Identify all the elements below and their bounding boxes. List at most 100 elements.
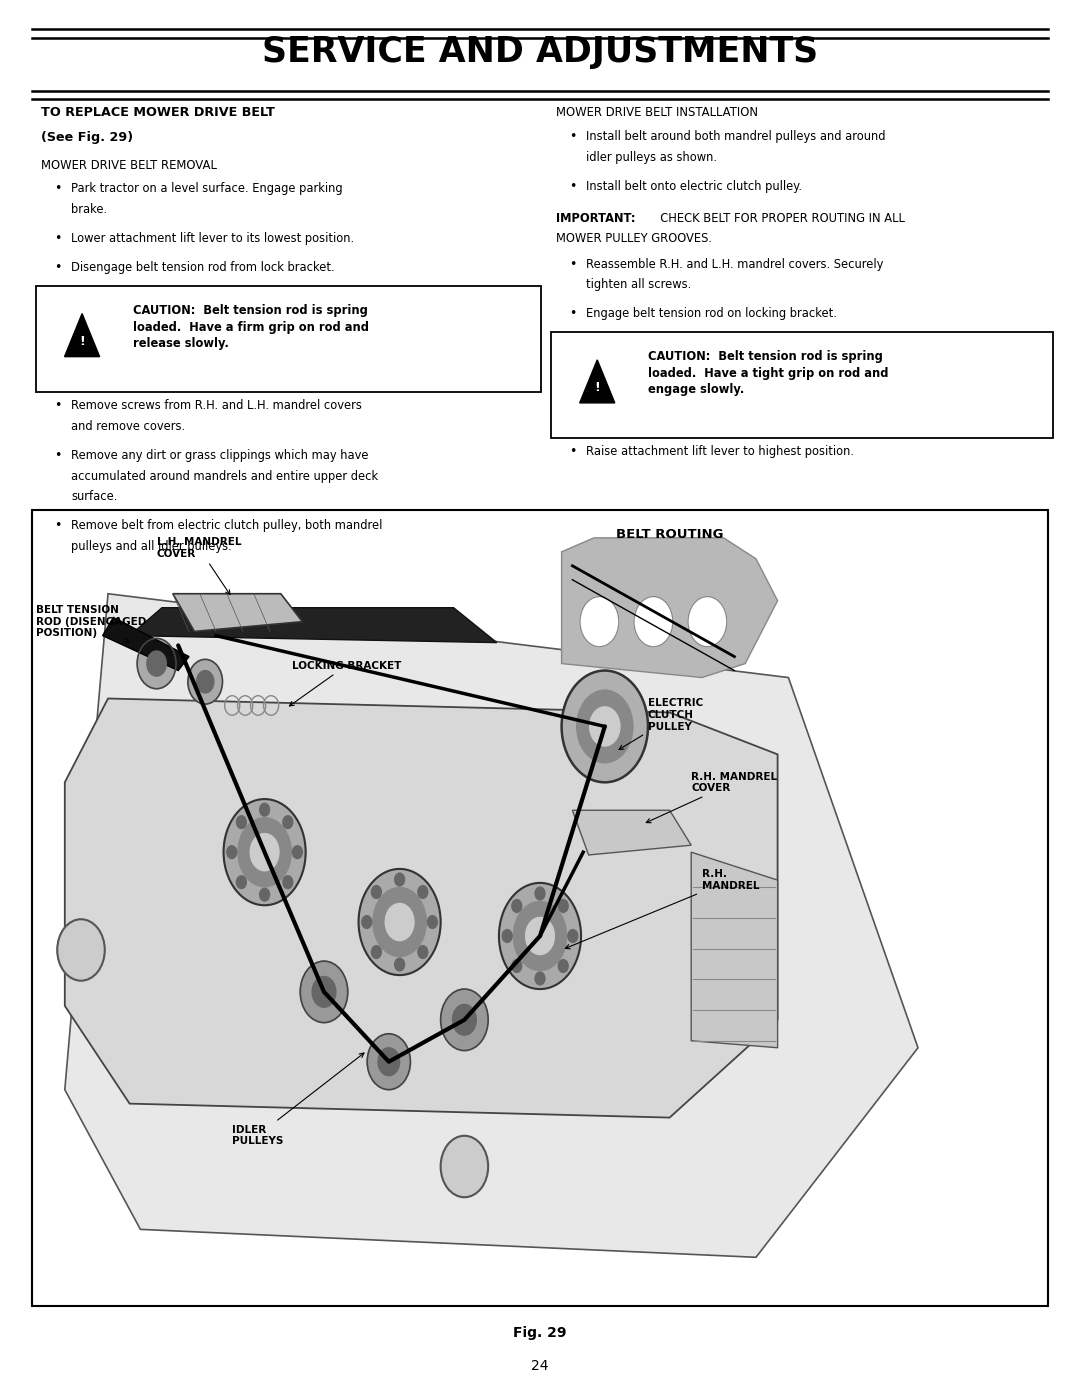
- Text: !: !: [79, 334, 85, 348]
- Circle shape: [512, 900, 522, 912]
- Circle shape: [227, 845, 237, 859]
- Circle shape: [386, 904, 414, 940]
- Circle shape: [373, 887, 427, 957]
- Text: Engage belt tension rod on locking bracket.: Engage belt tension rod on locking brack…: [586, 307, 837, 320]
- Text: •: •: [54, 261, 62, 274]
- Text: BELT ROUTING: BELT ROUTING: [616, 528, 724, 541]
- Text: and remove covers.: and remove covers.: [71, 420, 186, 433]
- Polygon shape: [173, 594, 302, 631]
- Circle shape: [634, 597, 673, 647]
- Circle shape: [580, 597, 619, 647]
- Text: MOWER DRIVE BELT REMOVAL: MOWER DRIVE BELT REMOVAL: [41, 158, 217, 172]
- Circle shape: [428, 915, 437, 929]
- Circle shape: [259, 803, 270, 816]
- Circle shape: [562, 671, 648, 782]
- Text: •: •: [54, 232, 62, 244]
- Text: •: •: [569, 130, 577, 142]
- Circle shape: [577, 690, 633, 763]
- Circle shape: [535, 972, 545, 985]
- Text: CAUTION:  Belt tension rod is spring
loaded.  Have a firm grip on rod and
releas: CAUTION: Belt tension rod is spring load…: [133, 305, 369, 351]
- Text: ELECTRIC
CLUTCH
PULLEY: ELECTRIC CLUTCH PULLEY: [619, 698, 703, 750]
- Circle shape: [558, 900, 568, 912]
- Circle shape: [300, 961, 348, 1023]
- Circle shape: [512, 960, 522, 972]
- Circle shape: [367, 1034, 410, 1090]
- Text: MOWER PULLEY GROOVES.: MOWER PULLEY GROOVES.: [556, 232, 712, 246]
- Text: !: !: [594, 381, 600, 394]
- Circle shape: [535, 887, 545, 900]
- Circle shape: [359, 869, 441, 975]
- Text: Install belt onto electric clutch pulley.: Install belt onto electric clutch pulley…: [586, 180, 802, 193]
- Circle shape: [259, 888, 270, 901]
- Text: •: •: [569, 307, 577, 320]
- Circle shape: [418, 946, 428, 958]
- Polygon shape: [572, 810, 691, 855]
- Text: MOWER DRIVE BELT INSTALLATION: MOWER DRIVE BELT INSTALLATION: [556, 106, 758, 119]
- Circle shape: [441, 989, 488, 1051]
- Text: •: •: [569, 257, 577, 271]
- Text: Lower attachment lift lever to its lowest position.: Lower attachment lift lever to its lowes…: [71, 232, 354, 244]
- Text: Fig. 29: Fig. 29: [513, 1326, 567, 1340]
- Circle shape: [238, 817, 292, 887]
- FancyBboxPatch shape: [32, 510, 1048, 1306]
- Polygon shape: [65, 314, 99, 356]
- Polygon shape: [65, 698, 778, 1118]
- Text: pulleys and all idler pulleys.: pulleys and all idler pulleys.: [71, 541, 232, 553]
- Text: R.H.
MANDREL: R.H. MANDREL: [565, 869, 759, 949]
- Text: Remove any dirt or grass clippings which may have: Remove any dirt or grass clippings which…: [71, 448, 368, 462]
- Circle shape: [283, 876, 293, 888]
- Polygon shape: [691, 852, 778, 1048]
- Text: CHECK BELT FOR PROPER ROUTING IN ALL: CHECK BELT FOR PROPER ROUTING IN ALL: [653, 211, 905, 225]
- Polygon shape: [580, 360, 615, 402]
- Circle shape: [237, 876, 246, 888]
- Text: •: •: [569, 446, 577, 458]
- Text: (See Fig. 29): (See Fig. 29): [41, 130, 133, 144]
- Text: •: •: [54, 400, 62, 412]
- Text: TO REPLACE MOWER DRIVE BELT: TO REPLACE MOWER DRIVE BELT: [41, 106, 275, 119]
- Circle shape: [453, 1004, 476, 1035]
- Text: Raise attachment lift lever to highest position.: Raise attachment lift lever to highest p…: [586, 446, 854, 458]
- Text: surface.: surface.: [71, 490, 118, 503]
- Circle shape: [372, 886, 381, 898]
- Polygon shape: [65, 594, 918, 1257]
- Circle shape: [197, 671, 214, 693]
- FancyBboxPatch shape: [36, 286, 541, 393]
- Text: LOCKING BRACKET: LOCKING BRACKET: [289, 661, 401, 705]
- Circle shape: [283, 816, 293, 828]
- Text: CAUTION:  Belt tension rod is spring
loaded.  Have a tight grip on rod and
engag: CAUTION: Belt tension rod is spring load…: [648, 351, 889, 397]
- Circle shape: [57, 919, 105, 981]
- Text: BELT TENSION
ROD (DISENGAGED
POSITION): BELT TENSION ROD (DISENGAGED POSITION): [36, 605, 146, 643]
- Text: Remove belt from electric clutch pulley, both mandrel: Remove belt from electric clutch pulley,…: [71, 520, 382, 532]
- Text: SERVICE AND ADJUSTMENTS: SERVICE AND ADJUSTMENTS: [262, 35, 818, 68]
- Circle shape: [558, 960, 568, 972]
- Polygon shape: [562, 538, 778, 678]
- Circle shape: [372, 946, 381, 958]
- Text: IDLER
PULLEYS: IDLER PULLEYS: [232, 1053, 364, 1146]
- Circle shape: [513, 901, 567, 971]
- Circle shape: [147, 651, 166, 676]
- Polygon shape: [103, 617, 189, 671]
- Text: Disengage belt tension rod from lock bracket.: Disengage belt tension rod from lock bra…: [71, 261, 335, 274]
- Circle shape: [568, 929, 578, 943]
- Circle shape: [378, 1048, 400, 1076]
- Circle shape: [251, 834, 279, 870]
- Text: •: •: [54, 520, 62, 532]
- Text: IMPORTANT:: IMPORTANT:: [556, 211, 636, 225]
- Text: •: •: [569, 180, 577, 193]
- Text: •: •: [54, 182, 62, 196]
- Circle shape: [394, 873, 405, 886]
- Polygon shape: [130, 608, 497, 643]
- Circle shape: [441, 1136, 488, 1197]
- Circle shape: [224, 799, 306, 905]
- Text: Reassemble R.H. and L.H. mandrel covers. Securely: Reassemble R.H. and L.H. mandrel covers.…: [586, 257, 883, 271]
- Text: R.H. MANDREL
COVER: R.H. MANDREL COVER: [646, 771, 778, 823]
- Text: Remove screws from R.H. and L.H. mandrel covers: Remove screws from R.H. and L.H. mandrel…: [71, 400, 362, 412]
- Text: tighten all screws.: tighten all screws.: [586, 278, 691, 292]
- Circle shape: [394, 958, 405, 971]
- Circle shape: [418, 886, 428, 898]
- Text: •: •: [54, 448, 62, 462]
- Circle shape: [312, 977, 336, 1007]
- FancyBboxPatch shape: [551, 332, 1053, 439]
- Text: brake.: brake.: [71, 203, 107, 217]
- Circle shape: [526, 918, 554, 954]
